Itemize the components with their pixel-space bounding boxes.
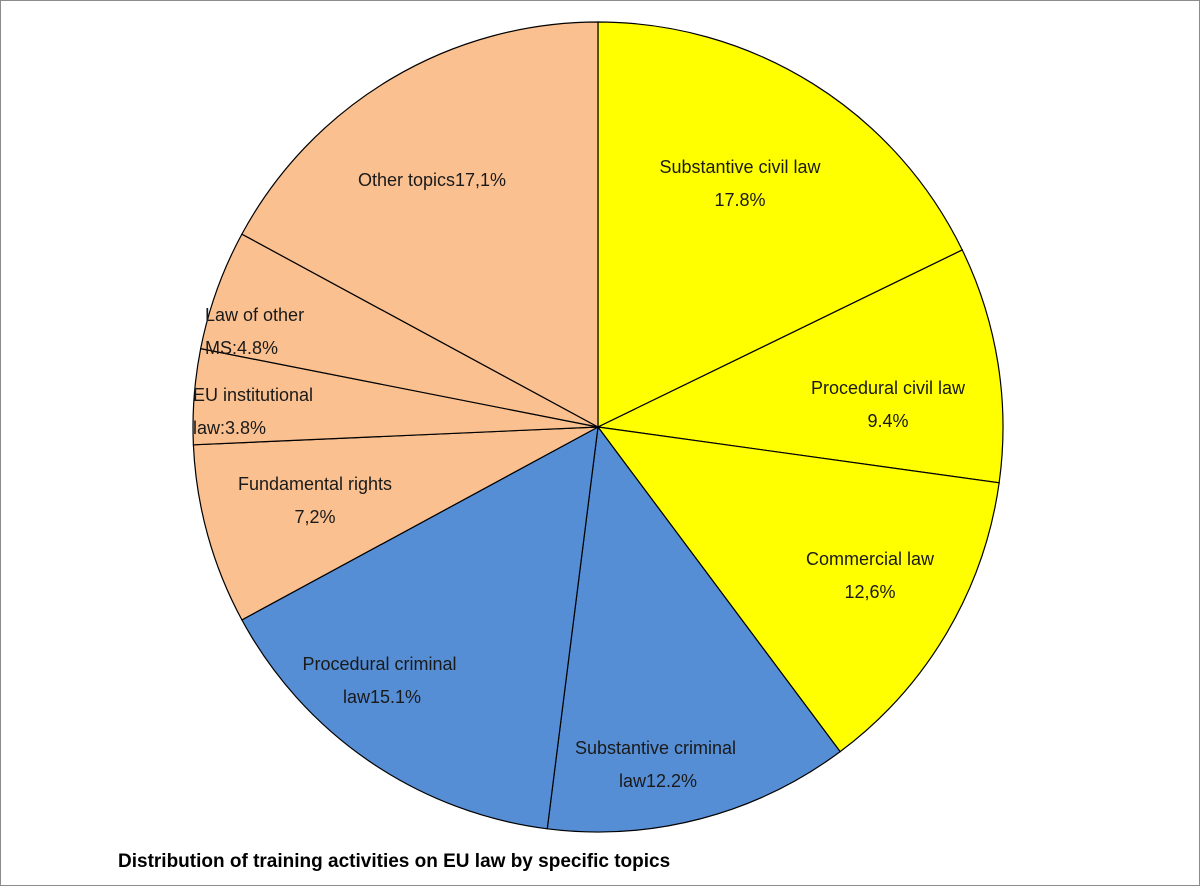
slice-value-label: 12.2% <box>646 771 697 791</box>
pie <box>192 21 1004 833</box>
slice-value-label: 9.4% <box>867 411 908 431</box>
pie-slice <box>596 426 1000 753</box>
slice-value-label: 4.8% <box>237 338 278 358</box>
slice-label: Fundamental rights <box>238 474 392 494</box>
slice-value-label: 3.8% <box>225 418 266 438</box>
slice-value-label: 12,6% <box>844 582 895 602</box>
labels: Substantive civil law 17.8% Procedural civ… <box>193 157 966 791</box>
slice-value-label: 7,2% <box>294 507 335 527</box>
slice-value-label: 17.8% <box>714 190 765 210</box>
slice-label: Commercial law <box>806 549 935 569</box>
slice-value-label: 17,1% <box>455 170 506 190</box>
slice-label: Law of other MS: <box>205 305 309 358</box>
chart-title: Distribution of training activities on E… <box>118 851 670 872</box>
slice-label: Other topics <box>358 170 455 190</box>
slice-label: Procedural criminal law <box>302 654 461 707</box>
pie-slice <box>241 21 599 429</box>
slice-label: Substantive criminal law <box>575 738 741 791</box>
pie-slice <box>241 425 599 830</box>
slice-value-label: 15.1% <box>370 687 421 707</box>
pie-slice <box>192 426 599 621</box>
pie-slice <box>546 425 841 833</box>
slice-label: Procedural civil law <box>811 378 966 398</box>
slice-label: EU institutional law: <box>193 385 318 438</box>
pie-slice <box>595 249 1004 484</box>
slice-label: Substantive civil law <box>659 157 821 177</box>
pie-slice <box>597 21 964 428</box>
